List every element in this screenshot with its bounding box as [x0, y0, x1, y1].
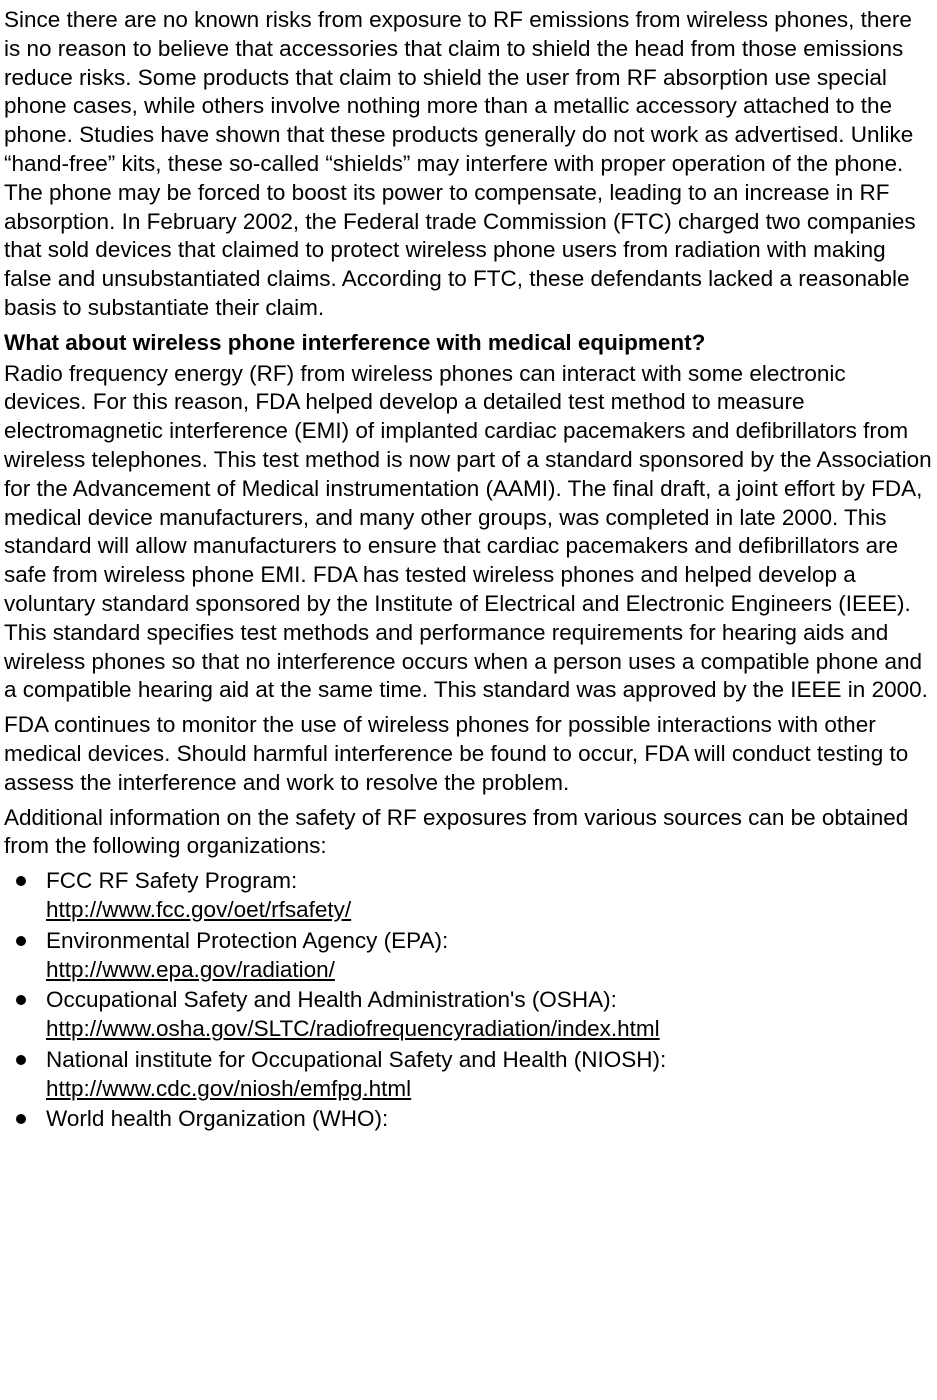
body-paragraph-additional-info: Additional information on the safety of …: [4, 804, 933, 862]
org-label: World health Organization (WHO):: [46, 1105, 933, 1134]
org-label: Occupational Safety and Health Administr…: [46, 986, 933, 1015]
section-heading-medical-equipment: What about wireless phone interference w…: [4, 329, 933, 358]
org-label: Environmental Protection Agency (EPA):: [46, 927, 933, 956]
org-link-niosh[interactable]: http://www.cdc.gov/niosh/emfpg.html: [46, 1075, 411, 1104]
org-link-epa[interactable]: http://www.epa.gov/radiation/: [46, 956, 335, 985]
org-label: FCC RF Safety Program:: [46, 867, 933, 896]
body-paragraph-shields: Since there are no known risks from expo…: [4, 6, 933, 323]
list-item: Occupational Safety and Health Administr…: [46, 986, 933, 1044]
list-item: Environmental Protection Agency (EPA): h…: [46, 927, 933, 985]
org-link-osha[interactable]: http://www.osha.gov/SLTC/radiofrequencyr…: [46, 1015, 660, 1044]
org-label: National institute for Occupational Safe…: [46, 1046, 933, 1075]
org-link-fcc[interactable]: http://www.fcc.gov/oet/rfsafety/: [46, 896, 351, 925]
body-paragraph-fda-monitor: FDA continues to monitor the use of wire…: [4, 711, 933, 797]
organization-list: FCC RF Safety Program: http://www.fcc.go…: [4, 867, 933, 1134]
body-paragraph-emi-standard: Radio frequency energy (RF) from wireles…: [4, 360, 933, 706]
list-item: National institute for Occupational Safe…: [46, 1046, 933, 1104]
list-item: FCC RF Safety Program: http://www.fcc.go…: [46, 867, 933, 925]
list-item: World health Organization (WHO):: [46, 1105, 933, 1134]
